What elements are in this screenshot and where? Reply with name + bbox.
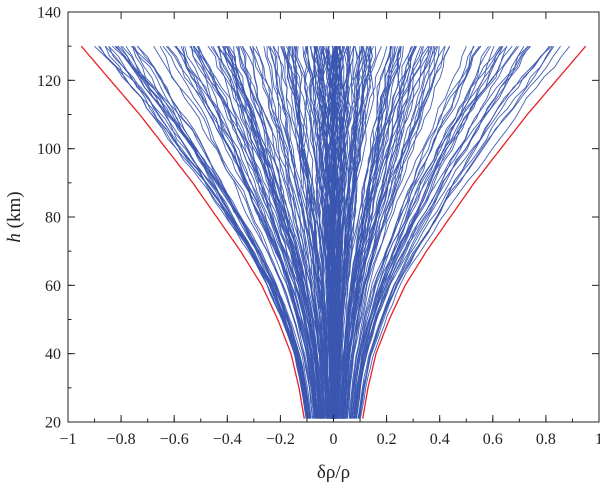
ensemble-line	[328, 46, 338, 419]
envelope-right-line	[362, 45, 587, 419]
ensemble-line	[310, 46, 332, 419]
ensemble-line	[354, 45, 525, 419]
ensemble-line	[282, 46, 328, 419]
ensemble-line	[136, 45, 312, 419]
x-tick-label: 0.8	[536, 431, 556, 448]
ensemble-line	[334, 46, 348, 419]
y-tick-label: 120	[37, 73, 61, 90]
y-tick-label: 20	[45, 415, 61, 432]
ensemble-line	[339, 46, 392, 419]
ensemble-line	[269, 46, 328, 419]
x-tick-label: −0.8	[107, 431, 136, 448]
ensemble-line	[112, 45, 309, 419]
ensemble-line	[167, 45, 316, 419]
y-tick-label: 40	[45, 346, 61, 363]
ensemble-line	[359, 45, 561, 419]
ensemble-line	[189, 45, 317, 419]
y-tick-label: 140	[37, 5, 61, 22]
ensemble-line	[348, 46, 474, 419]
x-tick-label: −0.4	[213, 431, 242, 448]
ensemble-line	[137, 45, 311, 419]
ensemble-line	[191, 46, 318, 419]
x-tick-label: −0.2	[266, 431, 295, 448]
y-axis-label-symbol: h	[4, 233, 25, 243]
ensemble-line	[255, 46, 326, 419]
ensemble-line	[358, 45, 553, 419]
ensemble-line	[153, 45, 313, 419]
x-tick-label: 0.2	[377, 431, 397, 448]
ensemble-line	[350, 45, 490, 419]
ensemble-line	[359, 45, 571, 419]
x-axis-label: δρ/ρ	[317, 462, 350, 483]
ensemble-line	[334, 46, 345, 419]
x-tick-label: 1	[595, 431, 600, 448]
ensemble-line	[249, 46, 325, 419]
ensemble-line	[351, 45, 501, 419]
ensemble-line	[344, 46, 432, 419]
ensemble-line	[336, 46, 371, 419]
ensemble-line	[351, 45, 502, 419]
ensemble-line	[340, 46, 402, 419]
x-tick-label: 0.6	[483, 431, 503, 448]
ensemble-line	[341, 45, 414, 419]
x-tick-label: 0	[330, 431, 338, 448]
ensemble-line	[313, 46, 332, 419]
envelope-left-line	[80, 45, 305, 419]
ensemble-line	[116, 45, 310, 419]
ensemble-lines	[94, 45, 571, 419]
y-tick-label: 100	[37, 141, 61, 158]
ensemble-line	[340, 46, 393, 419]
ensemble-line	[192, 46, 318, 419]
ensemble-line	[338, 46, 388, 419]
ensemble-line	[132, 46, 311, 419]
ensemble-line	[357, 45, 550, 419]
ensemble-line	[345, 46, 440, 419]
ensemble-line	[193, 45, 319, 419]
ensemble-line	[353, 45, 520, 419]
ensemble-line	[295, 46, 330, 419]
ensemble-line	[99, 45, 307, 419]
y-tick-label: 80	[45, 210, 61, 227]
ensemble-line	[227, 46, 321, 419]
ensemble-line	[287, 46, 328, 419]
ensemble-line	[315, 46, 333, 419]
ensemble-line	[312, 46, 331, 419]
ensemble-line	[217, 45, 322, 419]
ensemble-line	[343, 45, 431, 419]
x-tick-label: −0.6	[160, 431, 189, 448]
ensemble-line	[218, 46, 321, 419]
y-axis-label-unit: (km)	[4, 191, 25, 233]
ensemble-line	[348, 46, 467, 419]
ensemble-line	[339, 46, 392, 419]
ensemble-line	[334, 46, 351, 419]
y-tick-label: 60	[45, 278, 61, 295]
y-axis-label: h (km)	[4, 191, 25, 242]
x-tick-label: −1	[59, 431, 76, 448]
ensemble-line	[355, 45, 532, 419]
ensemble-line	[327, 46, 337, 419]
ensemble-line	[356, 45, 529, 419]
ensemble-line	[252, 45, 325, 419]
ensemble-line	[336, 46, 375, 419]
ensemble-line	[159, 45, 314, 419]
ensemble-line	[132, 45, 310, 419]
ensemble-line	[353, 45, 513, 419]
ensemble-line	[165, 45, 316, 419]
x-tick-label: 0.4	[430, 431, 450, 448]
